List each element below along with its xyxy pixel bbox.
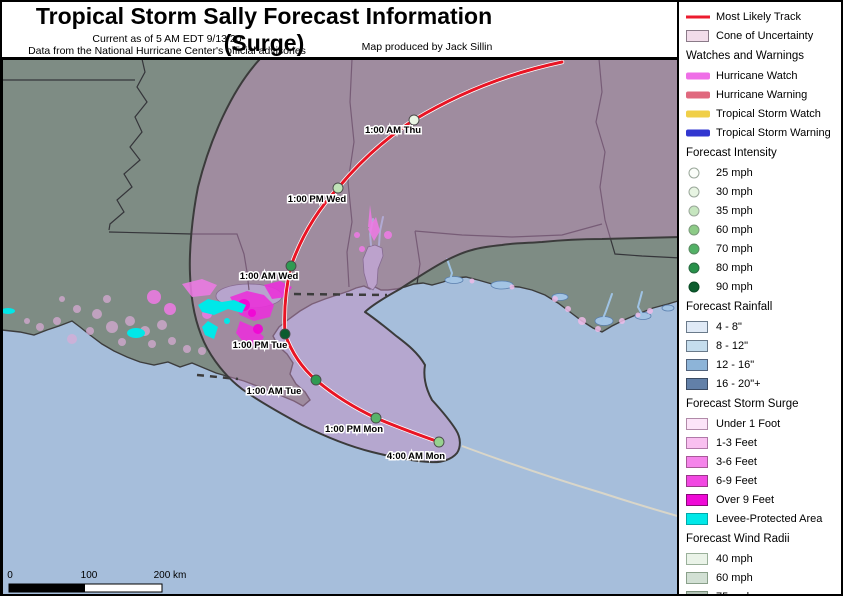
alabama-georgia-border — [595, 58, 682, 259]
tropical-storm-watch-swatch — [686, 110, 710, 117]
map-credit-text: Map produced by Jack Sillin — [361, 41, 493, 53]
legend-item-surge-6-9: 6-9 Feet — [685, 471, 841, 490]
mobile-bay — [362, 244, 384, 291]
track-point-1pm-wed — [332, 182, 344, 194]
legend-header-forecast-wind-radii: Forecast Wind Radii — [686, 532, 790, 545]
rainfall-12-16-swatch — [686, 358, 708, 371]
wind-75-swatch — [686, 590, 708, 594]
legend-item-surge-1-3: 1-3 Feet — [685, 433, 841, 452]
legend-item-surge-3-6: 3-6 Feet — [685, 452, 841, 471]
track-point-1pm-tue — [279, 328, 291, 340]
header: Tropical Storm Sally Forecast Informatio… — [2, 2, 681, 59]
tropical-storm-warning-swatch — [686, 129, 710, 136]
page-title: Tropical Storm Sally Forecast Informatio… — [35, 3, 493, 56]
intensity-25-swatch — [688, 167, 700, 178]
intensity-60-swatch — [688, 224, 700, 235]
state-borders — [2, 58, 682, 291]
svg-text:200 km: 200 km — [154, 570, 187, 581]
svg-text:1:00 AM Thu: 1:00 AM Thu — [365, 125, 421, 136]
legend-item-rainfall-12-16: 12 - 16" — [685, 355, 841, 374]
legend-item-intensity-30: 30 mph — [685, 182, 841, 201]
legend-item-surge-under-1: Under 1 Foot — [685, 414, 841, 433]
wind-60-swatch — [686, 571, 708, 584]
legend-item-intensity-80: 80 mph — [685, 258, 841, 277]
legend-item-wind-40: 40 mph — [685, 549, 841, 568]
track-point-labels: 4:00 AM Mon 1:00 PM Mon 1:00 AM Tue 1:00… — [231, 124, 447, 464]
legend-item-intensity-90: 90 mph — [685, 277, 841, 296]
map-svg: 4:00 AM Mon 1:00 PM Mon 1:00 AM Tue 1:00… — [2, 58, 682, 594]
legend-header-forecast-rainfall: Forecast Rainfall — [686, 300, 773, 313]
legend-item-hurricane-warning: Hurricane Warning — [685, 85, 841, 104]
legend-item-surge-over-9: Over 9 Feet — [685, 490, 841, 509]
legend-item-wind-75: 75 mph — [685, 587, 841, 594]
legend-item-rainfall-8-12: 8 - 12" — [685, 336, 841, 355]
levee-protected-swatch — [686, 512, 708, 525]
legend-item-most-likely-track: Most Likely Track — [685, 7, 841, 26]
legend-item-levee-protected-area: Levee-Protected Area — [685, 509, 841, 528]
legend-item-intensity-60: 60 mph — [685, 220, 841, 239]
svg-text:1:00 PM Wed: 1:00 PM Wed — [288, 194, 347, 205]
intensity-70-swatch — [688, 243, 700, 254]
header-subtitles: Current as of 5 AM EDT 9/13/20 Data from… — [2, 33, 332, 58]
track-points — [279, 114, 445, 448]
hurricane-watch-swatch — [686, 72, 710, 79]
legend-header-watches-warnings: Watches and Warnings — [686, 49, 805, 62]
legend-item-rainfall-16-20: 16 - 20"+ — [685, 374, 841, 393]
barrier-islands — [196, 292, 388, 381]
legend-item-hurricane-watch: Hurricane Watch — [685, 66, 841, 85]
track-point-1am-wed — [285, 260, 297, 272]
svg-text:100: 100 — [81, 570, 98, 581]
track-line-swatch — [686, 15, 710, 18]
data-source-text: Data from the National Hurricane Center'… — [28, 45, 306, 58]
track-point-1pm-mon — [370, 412, 382, 424]
svg-text:0: 0 — [7, 570, 13, 581]
cone-of-uncertainty — [188, 58, 682, 464]
map-area: 4:00 AM Mon 1:00 PM Mon 1:00 AM Tue 1:00… — [2, 58, 682, 594]
mississippi-river — [108, 58, 148, 231]
hurricane-warning-swatch — [686, 91, 710, 98]
track-point-4am-mon — [433, 436, 445, 448]
rainfall-16-20-swatch — [686, 377, 708, 390]
legend-header-forecast-intensity: Forecast Intensity — [686, 146, 777, 159]
legend-item-intensity-25: 25 mph — [685, 163, 841, 182]
surge-6-9-swatch — [686, 474, 708, 487]
louisiana-mississippi-border — [108, 231, 250, 291]
intensity-35-swatch — [688, 205, 700, 216]
intensity-80-swatch — [688, 262, 700, 273]
storm-surge-overlay — [24, 205, 653, 355]
track-point-1am-tue — [310, 374, 322, 386]
svg-text:1:00 PM Mon: 1:00 PM Mon — [325, 424, 383, 435]
legend-item-tropical-storm-watch: Tropical Storm Watch — [685, 104, 841, 123]
legend-header-forecast-storm-surge: Forecast Storm Surge — [686, 397, 799, 410]
past-track-line — [461, 445, 682, 518]
svg-text:1:00 PM Tue: 1:00 PM Tue — [233, 340, 288, 351]
wind-40-swatch — [686, 552, 708, 565]
intensity-90-swatch — [688, 281, 700, 292]
svg-text:1:00 AM Wed: 1:00 AM Wed — [240, 271, 299, 282]
rainfall-4-8-swatch — [686, 320, 708, 333]
legend-item-tropical-storm-warning: Tropical Storm Warning — [685, 123, 841, 142]
current-as-of-text: Current as of 5 AM EDT 9/13/20 — [92, 33, 242, 45]
scale-bar: 0 100 200 km — [7, 570, 187, 593]
legend-item-wind-60: 60 mph — [685, 568, 841, 587]
legend-panel: Most Likely Track Cone of Uncertainty Wa… — [677, 2, 841, 594]
surge-1-3-swatch — [686, 436, 708, 449]
levee-protected-areas — [2, 299, 246, 339]
surge-3-6-swatch — [686, 455, 708, 468]
legend-item-rainfall-4-8: 4 - 8" — [685, 317, 841, 336]
legend-item-cone-of-uncertainty: Cone of Uncertainty — [685, 26, 841, 45]
rainfall-8-12-swatch — [686, 339, 708, 352]
surge-over-9-swatch — [686, 493, 708, 506]
track-point-1am-thu — [408, 114, 420, 126]
surge-under-1-swatch — [686, 417, 708, 430]
legend-item-intensity-35: 35 mph — [685, 201, 841, 220]
svg-text:1:00 AM Tue: 1:00 AM Tue — [247, 386, 302, 397]
svg-text:4:00 AM Mon: 4:00 AM Mon — [387, 451, 445, 462]
cone-swatch — [686, 29, 709, 42]
legend-item-intensity-70: 70 mph — [685, 239, 841, 258]
mississippi-alabama-border — [346, 58, 355, 288]
intensity-30-swatch — [688, 186, 700, 197]
